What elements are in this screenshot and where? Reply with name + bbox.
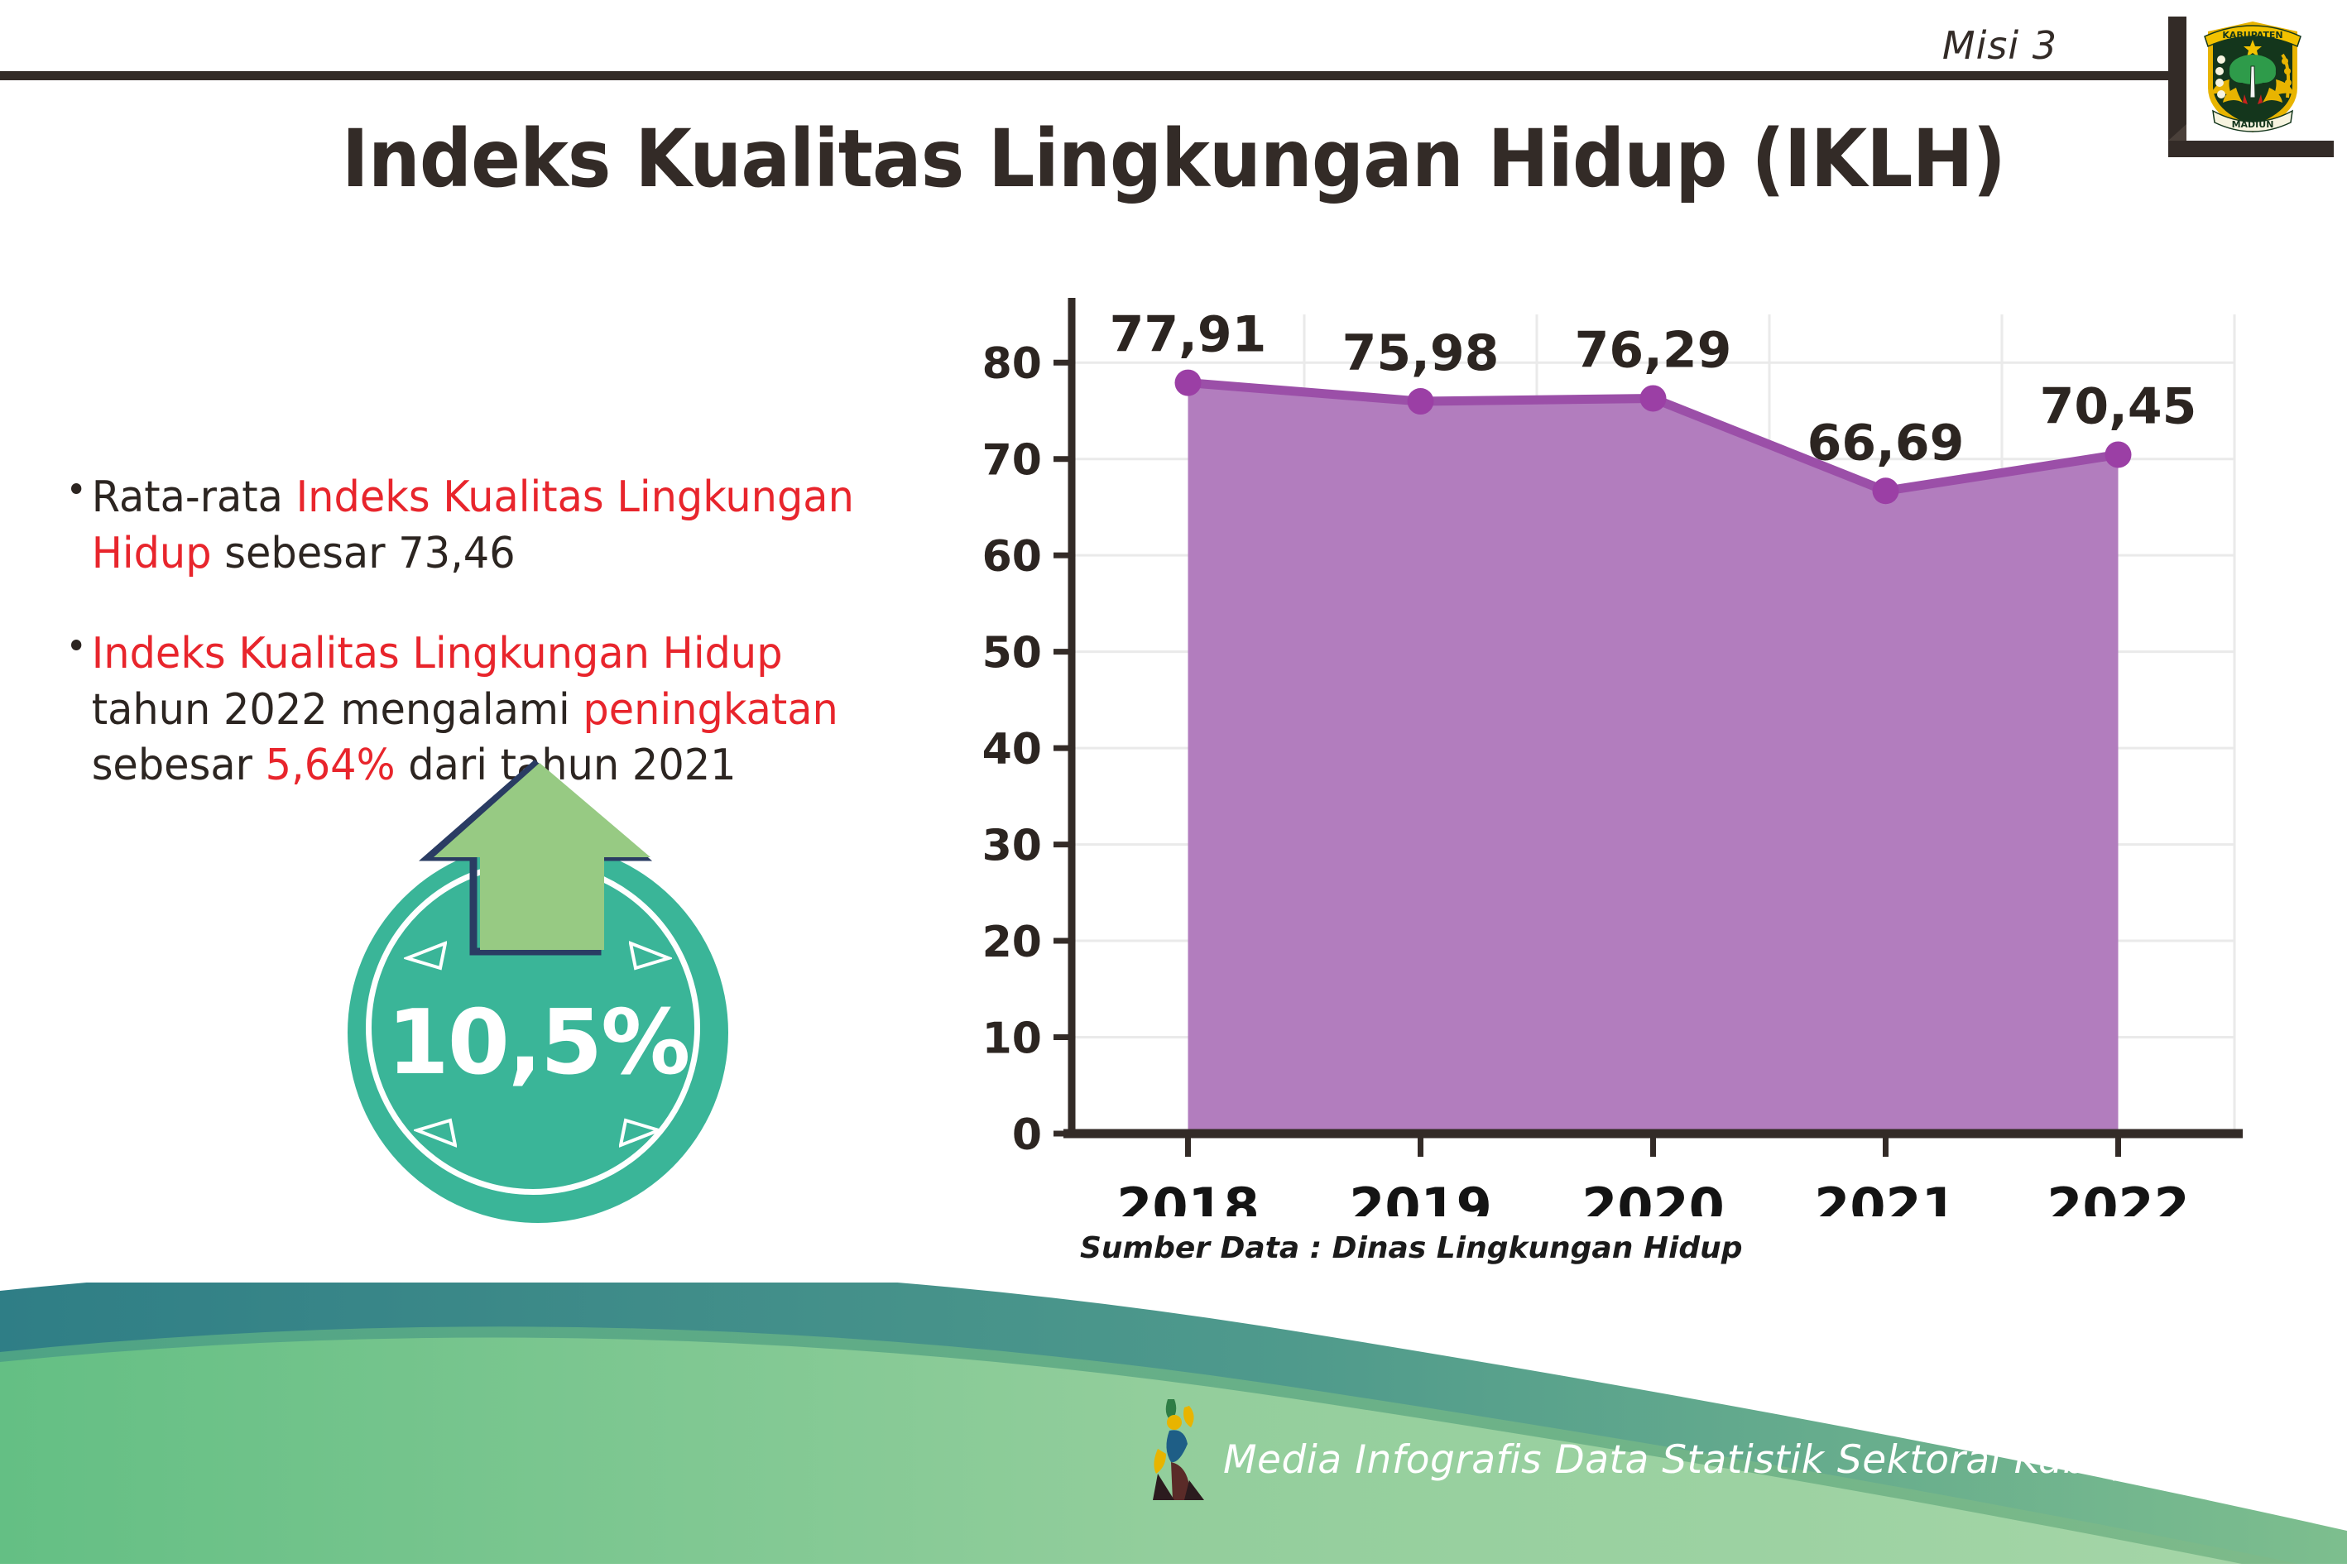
bullet-segment: Rata-rata xyxy=(91,472,296,522)
bullet-segment: dari tahun 2021 xyxy=(395,741,737,791)
chart-canvas: 0 10 20 30 40 50 60 70 80 2018 2019 2020 2021 2022 7… xyxy=(982,298,2243,1216)
y-tick-label: 70 xyxy=(982,436,1042,486)
sparkle-triangle-icon xyxy=(414,1118,457,1148)
bullet-dot-icon xyxy=(71,639,82,650)
data-point-label: 70,45 xyxy=(2040,377,2197,435)
data-point-label: 66,69 xyxy=(1807,414,1965,472)
page-title: Indeks Kualitas Lingkungan Hidup (IKLH) xyxy=(341,113,2006,205)
x-tick-label: 2020 xyxy=(1581,1177,1725,1216)
chart-x-axis: 2018 2019 2020 2021 2022 xyxy=(1063,1129,2243,1216)
footer-text: Media Infografis Data Statistik Sektoral… xyxy=(1223,1437,2347,1483)
chart-markers xyxy=(1174,369,2132,505)
chart-source-note: Sumber Data : Dinas Lingkungan Hidup xyxy=(1080,1231,1743,1265)
x-tick-label: 2022 xyxy=(2047,1177,2190,1216)
dancer-figure-icon xyxy=(1153,1399,1204,1500)
badge-value: 10,5% xyxy=(386,991,691,1095)
bullet-segment: 5,64% xyxy=(265,741,396,791)
data-point-label: 75,98 xyxy=(1342,324,1500,382)
x-tick-label: 2019 xyxy=(1349,1177,1492,1216)
y-tick-label: 20 xyxy=(982,918,1042,967)
kabupaten-madiun-crest-icon: KABUPATEN MADIUN xyxy=(2204,22,2301,132)
y-tick-label: 60 xyxy=(982,532,1042,582)
y-tick-label: 80 xyxy=(982,339,1042,389)
chart-area-fill xyxy=(1188,382,2119,1134)
svg-text:KABUPATEN: KABUPATEN xyxy=(2222,30,2282,41)
data-point-label: 77,91 xyxy=(1110,306,1267,364)
bullet-text-0: Rata-rata Indeks Kualitas Lingkungan Hid… xyxy=(92,472,854,578)
svg-text:MADIUN: MADIUN xyxy=(2232,119,2274,130)
x-tick-label: 2021 xyxy=(1814,1177,1957,1216)
bullet-dot-icon xyxy=(71,482,82,494)
bullet-segment: Indeks Kualitas Lingkungan Hidup xyxy=(91,472,854,578)
iklh-area-chart: 0 10 20 30 40 50 60 70 80 2018 2019 2020 2021 2022 7… xyxy=(972,290,2297,1216)
y-tick-label: 0 xyxy=(1012,1110,1042,1160)
footer: Media Infografis Data Statistik Sektoral… xyxy=(0,1265,2347,1568)
increase-badge: 10,5% xyxy=(331,760,745,1223)
sparkle-triangle-icon xyxy=(629,941,672,971)
data-point-label: 76,29 xyxy=(1575,321,1732,379)
bullet-segment: tahun 2022 mengalami xyxy=(91,684,583,735)
y-tick-label: 30 xyxy=(982,822,1042,871)
chart-value-labels: 77,91 75,98 76,29 66,69 70,45 xyxy=(1110,306,2197,472)
bullet-segment: peningkatan xyxy=(583,684,838,735)
logo-bracket-horizontal xyxy=(2168,124,2334,157)
list-item: Rata-rata Indeks Kualitas Lingkungan Hid… xyxy=(71,470,913,582)
bullet-segment: Indeks Kualitas Lingkungan Hidup xyxy=(91,629,783,679)
logo-bracket-vertical xyxy=(2168,17,2186,157)
chart-y-axis: 0 10 20 30 40 50 60 70 80 xyxy=(982,298,1076,1160)
y-tick-label: 50 xyxy=(982,629,1042,679)
bullet-text-1: Indeks Kualitas Lingkungan Hidup tahun 2… xyxy=(92,629,838,790)
bullet-segment: sebesar xyxy=(91,741,266,791)
x-tick-label: 2018 xyxy=(1116,1177,1260,1216)
misi-label: Misi 3 xyxy=(1941,23,2057,68)
list-item: Indeks Kualitas Lingkungan Hidup tahun 2… xyxy=(71,626,913,794)
y-tick-label: 10 xyxy=(982,1014,1042,1064)
bullet-list: Rata-rata Indeks Kualitas Lingkungan Hid… xyxy=(71,470,957,839)
sparkle-triangle-icon xyxy=(619,1118,662,1148)
y-tick-label: 40 xyxy=(982,725,1042,774)
sparkle-triangle-icon xyxy=(404,941,447,971)
header-divider-rule xyxy=(0,71,2177,80)
bullet-segment: sebesar 73,46 xyxy=(211,528,516,578)
arrow-up-icon xyxy=(419,760,653,956)
